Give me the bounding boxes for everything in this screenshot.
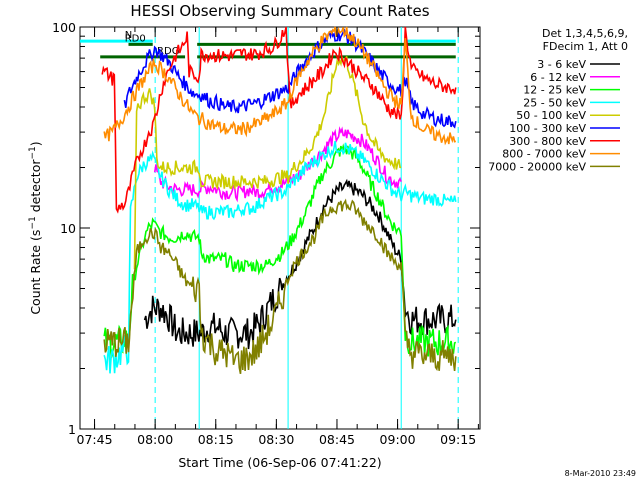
series-line-6 — [101, 26, 457, 214]
series-line-3 — [103, 140, 457, 374]
x-tick-label-0: 07:45 — [77, 432, 113, 447]
y-axis-label-sup-2: −1 — [28, 146, 38, 159]
y-tick-label-0: 1 — [68, 422, 76, 437]
legend-label-6: 300 - 800 keV — [509, 135, 586, 148]
legend-label-4: 50 - 100 keV — [516, 109, 586, 122]
x-tick-label-4: 08:45 — [319, 432, 355, 447]
legend-header-line-1: Det 1,3,4,5,6,9, — [542, 27, 628, 40]
legend-label-2: 12 - 25 keV — [523, 84, 586, 97]
x-tick-label-5: 09:00 — [380, 432, 416, 447]
x-tick-label-3: 08:30 — [258, 432, 294, 447]
series-line-7 — [103, 26, 456, 146]
series-layer — [101, 26, 457, 375]
x-tick-label-1: 08:00 — [137, 432, 173, 447]
legend-label-7: 800 - 7000 keV — [502, 148, 586, 161]
series-line-4 — [133, 56, 402, 270]
chart-title: HESSI Observing Summary Count Rates — [130, 2, 429, 20]
x-tick-label-2: 08:15 — [198, 432, 234, 447]
y-tick-label-2: 100 — [52, 20, 76, 35]
y-axis-label: Count Rate (s−1 detector−1) — [28, 141, 43, 314]
series-line-2 — [103, 143, 457, 359]
legend-label-3: 25 - 50 keV — [523, 96, 586, 109]
legend-label-1: 6 - 12 keV — [530, 71, 586, 84]
y-axis-label-mid: detector — [28, 159, 43, 217]
y-tick-label-1: 10 — [60, 221, 76, 236]
axis-ticks — [80, 26, 480, 430]
flag-label-rdg: RDG — [157, 46, 179, 57]
flag-label-rd0: RD0 — [125, 33, 146, 44]
legend: Det 1,3,4,5,6,9, FDecim 1, Att 0 3 - 6 k… — [488, 27, 628, 173]
legend-header-line-2: FDecim 1, Att 0 — [543, 40, 628, 53]
y-axis-label-end: ) — [28, 141, 43, 146]
legend-label-0: 3 - 6 keV — [537, 58, 586, 71]
x-tick-label-6: 09:15 — [440, 432, 476, 447]
series-line-8 — [103, 198, 457, 375]
timestamp: 8-Mar-2010 23:49 — [565, 469, 636, 478]
tick-labels: 07:45 08:00 08:15 08:30 08:45 09:00 09:15 1 10 10… — [52, 20, 476, 447]
flag-label-n: N — [125, 30, 132, 41]
x-axis-label: Start Time (06-Sep-06 07:41:22) — [178, 455, 381, 470]
y-axis-label-main: Count Rate (s — [28, 230, 43, 315]
legend-label-8: 7000 - 20000 keV — [488, 160, 586, 173]
legend-label-5: 100 - 300 keV — [509, 122, 586, 135]
y-axis-label-sup-1: −1 — [28, 216, 38, 229]
